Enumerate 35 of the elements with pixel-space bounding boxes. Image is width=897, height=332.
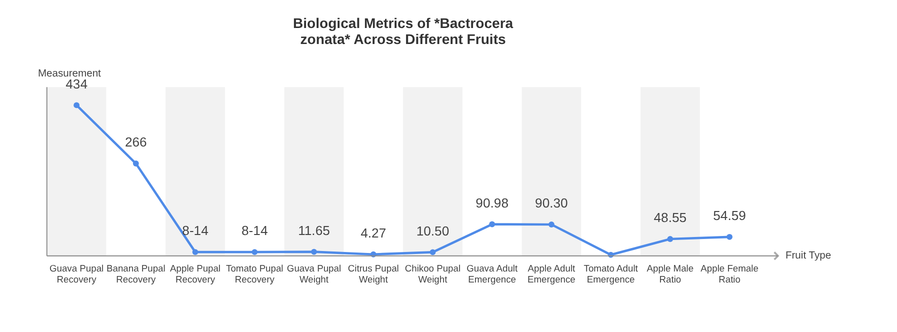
- data-label: 8-14: [182, 223, 208, 238]
- x-tick-label: Chikoo Pupal Weight: [404, 263, 461, 285]
- x-tick-label: Apple Adult Emergence: [528, 263, 576, 285]
- data-label: 266: [124, 134, 147, 150]
- point: [252, 249, 258, 255]
- data-label: 90.30: [535, 196, 568, 211]
- point: [667, 236, 674, 242]
- x-tick-label: Apple Female Ratio: [700, 263, 758, 285]
- x-tick-label: Apple Pupal Recovery: [170, 263, 221, 285]
- data-label: 90.98: [476, 195, 508, 210]
- point: [74, 102, 80, 108]
- data-label: 10.50: [416, 223, 450, 238]
- text: zonata* Across Different Fruits: [300, 31, 506, 48]
- data-label: 8-14: [242, 223, 268, 238]
- data-label: 11.65: [298, 222, 330, 238]
- x-tick-label: Citrus Pupal Weight: [348, 263, 399, 285]
- data-label: 4.27: [360, 226, 386, 240]
- x-tick-label: Guava Pupal Recovery: [49, 263, 104, 285]
- x-tick-label: Tomato Adult Emergence: [584, 263, 638, 285]
- x-tick-label: Apple Male Ratio: [646, 263, 694, 285]
- x-axis-title: Fruit Type: [785, 250, 832, 262]
- point: [192, 249, 198, 255]
- x-tick-label: Banana Pupal Recovery: [106, 263, 166, 285]
- point: [726, 234, 732, 240]
- x-tick-label: Guava Adult Emergence: [466, 263, 518, 285]
- text: Biological Metrics of *Bactrocera: [292, 15, 514, 32]
- x-tick-label: Guava Pupal Weight: [286, 263, 342, 285]
- point: [430, 249, 436, 256]
- point: [489, 221, 496, 228]
- point: [548, 222, 554, 228]
- data-label: 48.55: [654, 210, 687, 226]
- point: [311, 248, 317, 255]
- point: [132, 160, 139, 166]
- x-tick-label: Tomato Pupal Recovery: [226, 263, 284, 285]
- data-label: 54.59: [713, 208, 746, 224]
